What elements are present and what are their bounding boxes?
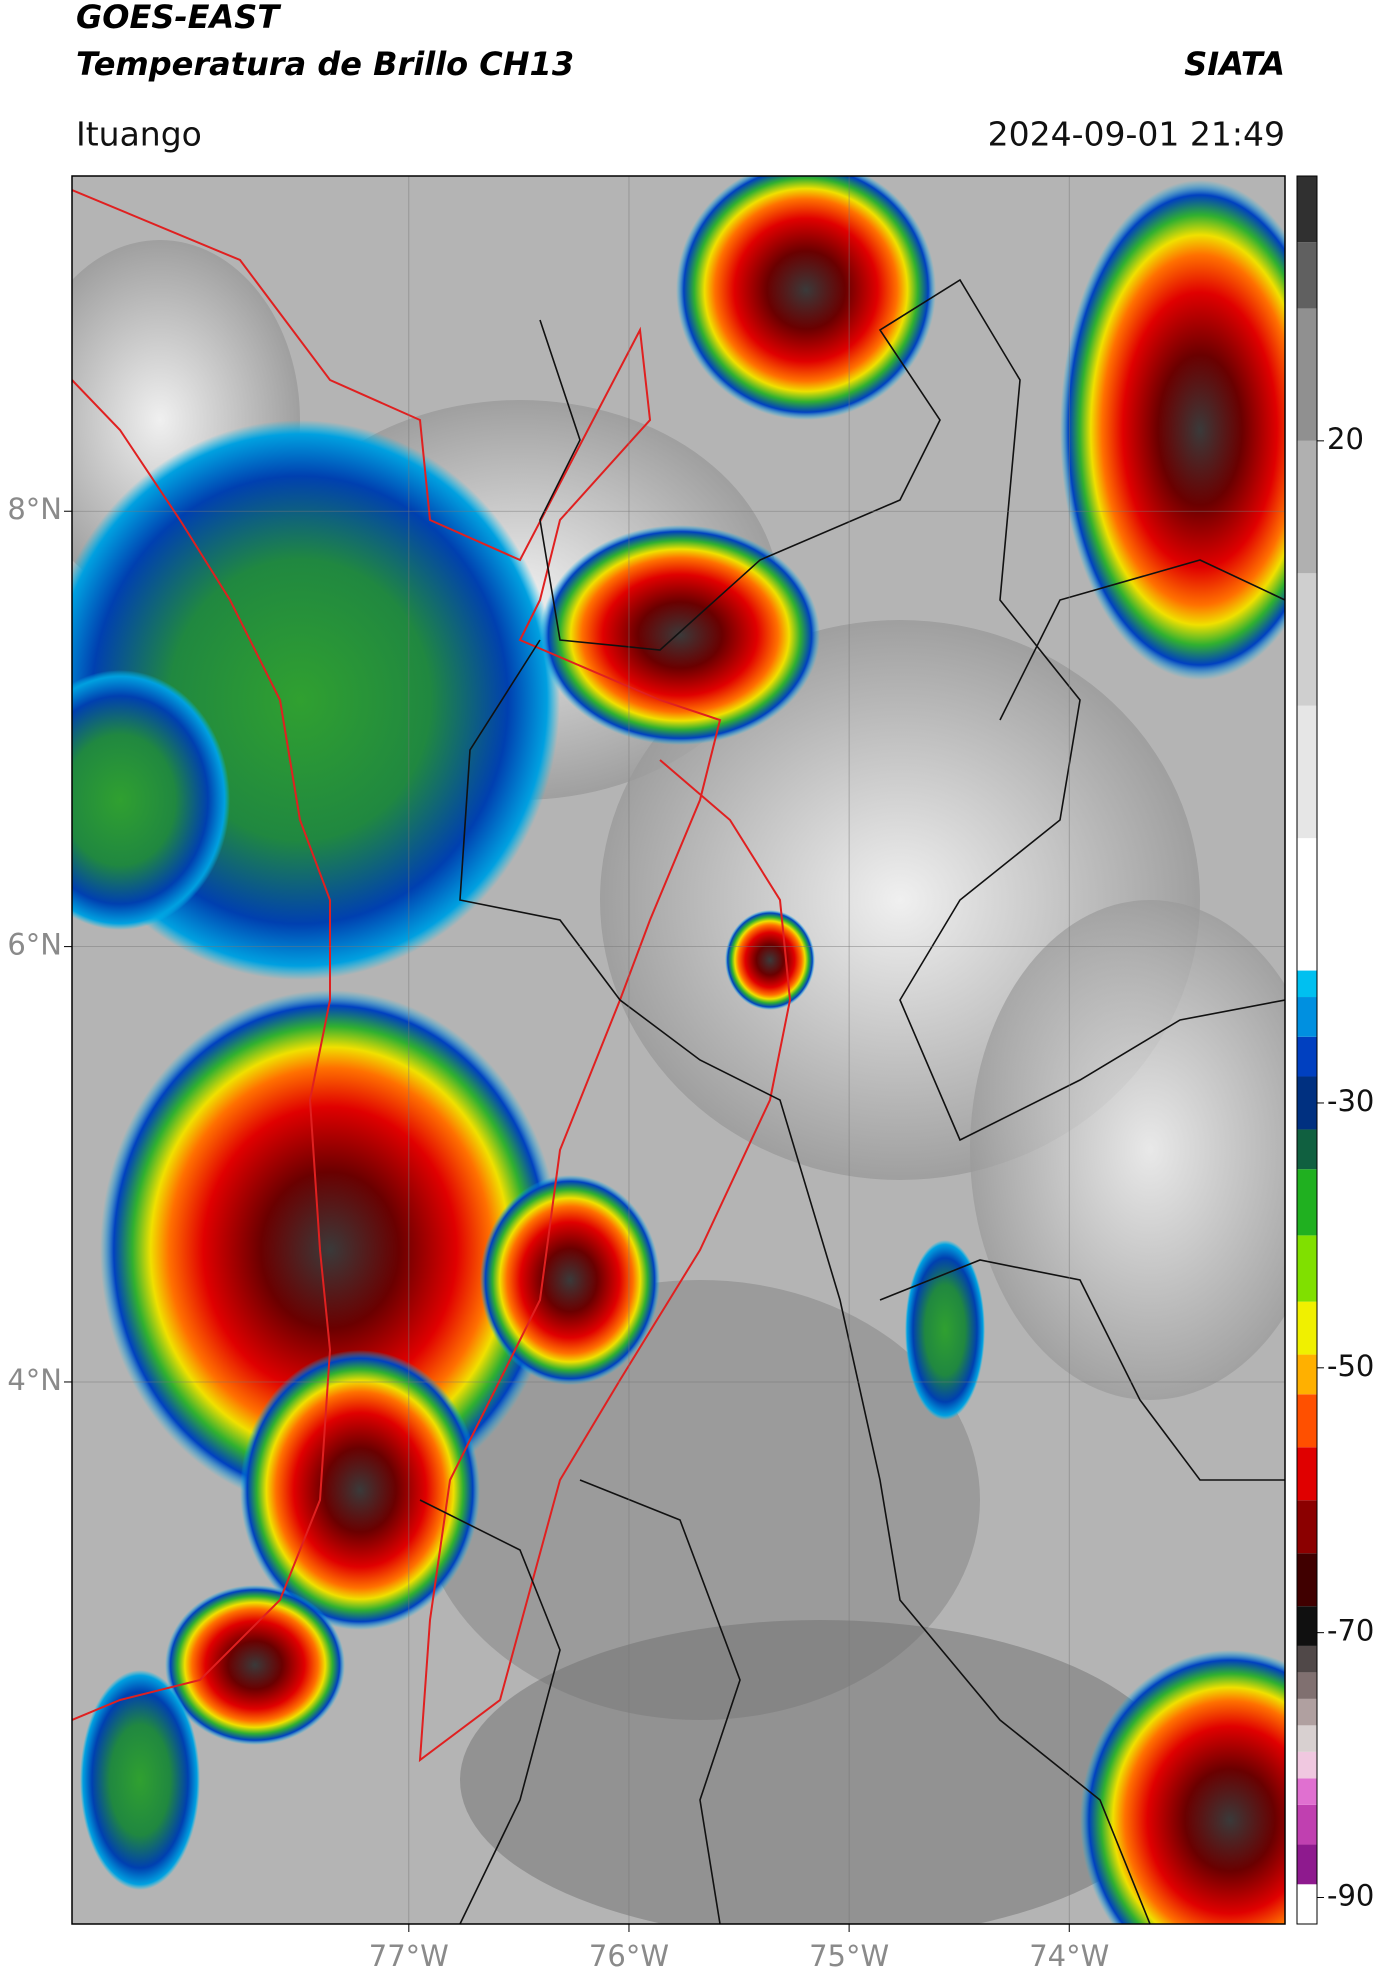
colorbar-tick-label: -90 [1327, 1879, 1374, 1913]
colorbar-segment [1297, 1036, 1317, 1077]
colorbar-frame [1296, 175, 1318, 1925]
colorbar-segment [1297, 440, 1317, 574]
colorbar-segment [1297, 573, 1317, 706]
colorbar-segment [1297, 1553, 1317, 1607]
colorbar-tick-label: -50 [1327, 1349, 1374, 1383]
colorbar-segment [1297, 1076, 1317, 1130]
colorbar-segment [1297, 176, 1317, 243]
colorbar-segment [1297, 838, 1317, 971]
colorbar-segment [1297, 1500, 1317, 1554]
y-tick-label: 8°N [7, 492, 62, 526]
colorbar-segment [1297, 1698, 1317, 1726]
colorbar-segment [1297, 1672, 1317, 1699]
colorbar-tick-label: -30 [1327, 1084, 1374, 1118]
y-tick-label: 6°N [7, 928, 62, 962]
colorbar-segment [1297, 1606, 1317, 1646]
colorbar-segment [1297, 1725, 1317, 1752]
colorbar-segment [1297, 1778, 1317, 1805]
colorbar-segment [1297, 1394, 1317, 1448]
colorbar-segment [1297, 705, 1317, 839]
colorbar: -90 -70 -50 -30 20 [1296, 175, 1374, 1925]
map-image [72, 176, 1285, 1924]
colorbar-segment [1297, 1844, 1317, 1885]
colorbar-segment [1297, 1354, 1317, 1395]
x-tick-label: 76°W [589, 1939, 669, 1973]
colorbar-segment [1297, 1804, 1317, 1845]
colorbar-segment [1297, 308, 1317, 441]
colorbar-segment [1297, 1129, 1317, 1170]
colorbar-segment [1297, 242, 1317, 309]
colorbar-segment [1297, 970, 1317, 998]
colorbar-segment [1297, 1884, 1317, 1924]
title: GOES-EAST [76, 0, 281, 36]
x-tick-label: 75°W [809, 1939, 889, 1973]
colorbar-tick-label: -70 [1327, 1614, 1374, 1648]
timestamp: 2024-09-01 21:49 [988, 115, 1285, 154]
y-tick-label: 4°N [7, 1363, 62, 1397]
colorbar-segment [1297, 1645, 1317, 1673]
location: Ituango [76, 115, 202, 154]
colorbar-segment [1297, 1301, 1317, 1355]
colorbar-segment [1297, 1235, 1317, 1302]
institution: SIATA [1184, 45, 1285, 83]
colorbar-tick-label: 20 [1327, 422, 1364, 456]
colorbar-segment [1297, 1751, 1317, 1779]
colorbar-segment [1297, 997, 1317, 1037]
subtitle: Temperatura de Brillo CH13 [76, 45, 574, 83]
x-tick-label: 77°W [369, 1939, 449, 1973]
colorbar-segment [1297, 1169, 1317, 1236]
x-tick-label: 74°W [1029, 1939, 1109, 1973]
gridlines [64, 176, 1285, 1932]
map-frame [71, 175, 1286, 1925]
colorbar-segment [1297, 1447, 1317, 1501]
